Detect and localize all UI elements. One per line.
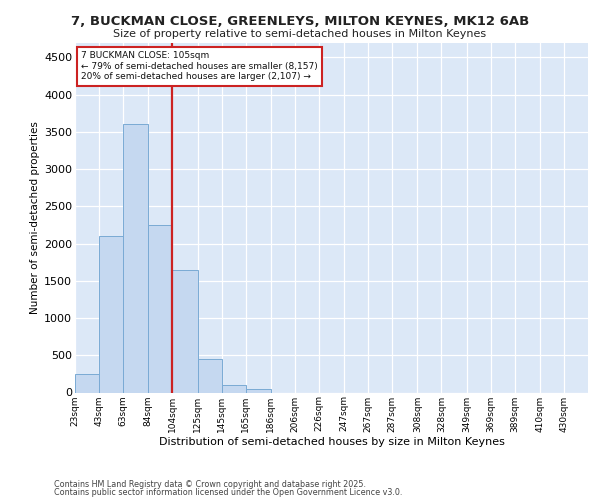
Text: Size of property relative to semi-detached houses in Milton Keynes: Size of property relative to semi-detach… [113, 29, 487, 39]
Text: Contains HM Land Registry data © Crown copyright and database right 2025.: Contains HM Land Registry data © Crown c… [54, 480, 366, 489]
Bar [99, 236, 123, 392]
Bar [148, 225, 172, 392]
Bar [123, 124, 148, 392]
Y-axis label: Number of semi-detached properties: Number of semi-detached properties [30, 121, 40, 314]
Text: Contains public sector information licensed under the Open Government Licence v3: Contains public sector information licen… [54, 488, 403, 497]
Bar [172, 270, 197, 392]
Text: 7, BUCKMAN CLOSE, GREENLEYS, MILTON KEYNES, MK12 6AB: 7, BUCKMAN CLOSE, GREENLEYS, MILTON KEYN… [71, 15, 529, 28]
X-axis label: Distribution of semi-detached houses by size in Milton Keynes: Distribution of semi-detached houses by … [158, 437, 505, 447]
Bar [245, 389, 271, 392]
Bar [75, 374, 99, 392]
Text: 7 BUCKMAN CLOSE: 105sqm
← 79% of semi-detached houses are smaller (8,157)
20% of: 7 BUCKMAN CLOSE: 105sqm ← 79% of semi-de… [81, 52, 318, 81]
Bar [221, 385, 245, 392]
Bar [197, 359, 221, 392]
